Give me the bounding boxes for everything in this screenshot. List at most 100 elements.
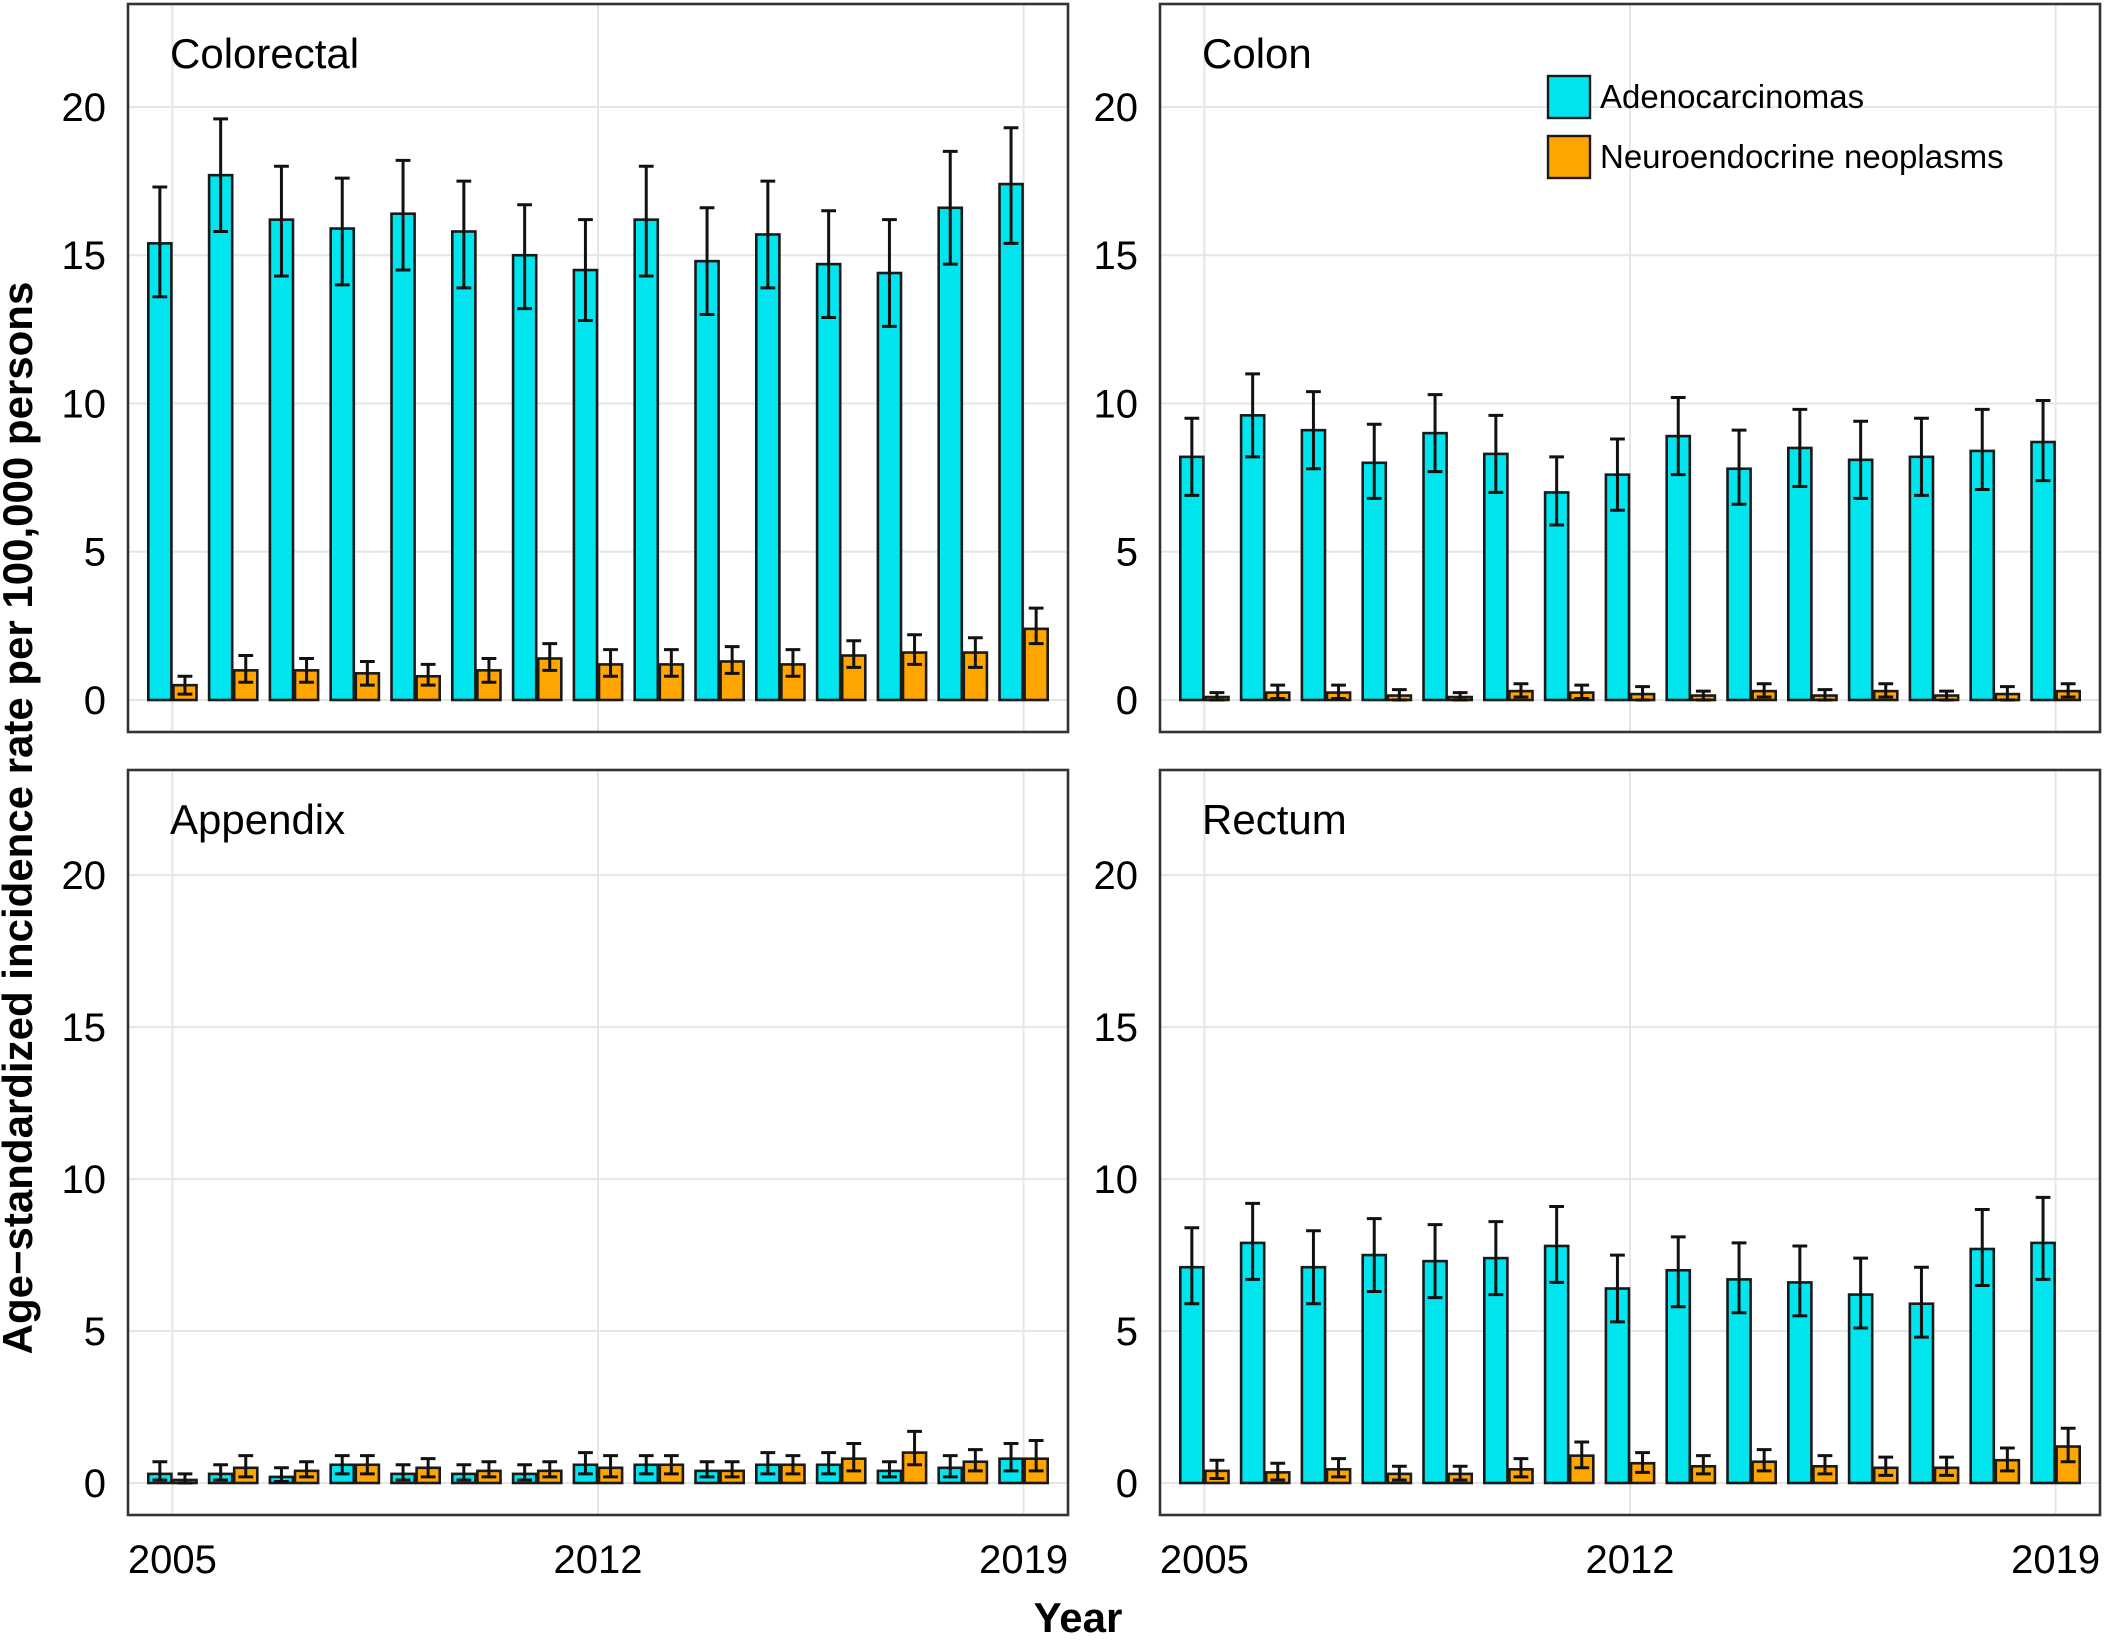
y-tick-label-rectum-15: 15 <box>1094 1006 1139 1050</box>
error-bar-appendix-adenocarcinomas-2005 <box>152 1460 168 1482</box>
error-bar-colon-neuroendocrine-neoplasms-2019 <box>2060 682 2076 699</box>
y-tick-label-rectum-10: 10 <box>1094 1158 1139 1202</box>
error-bar-appendix-neuroendocrine-neoplasms-2005 <box>177 1472 193 1485</box>
error-bar-rectum-neuroendocrine-neoplasms-2014 <box>1756 1448 1772 1473</box>
bar-colorectal-adenocarcinomas-2007 <box>268 218 295 702</box>
bar-colorectal-adenocarcinomas-2005 <box>146 242 173 702</box>
error-bar-appendix-adenocarcinomas-2014 <box>699 1460 715 1479</box>
error-bar-appendix-neuroendocrine-neoplasms-2012 <box>603 1454 618 1479</box>
error-bar-appendix-adenocarcinomas-2016 <box>821 1451 837 1476</box>
error-bar-colon-neuroendocrine-neoplasms-2009 <box>1452 691 1468 702</box>
bar-colorectal-adenocarcinomas-2014 <box>694 259 720 702</box>
panel-appendix: 0 5 10 15 20 Appendix 2005 2012 2019 <box>62 768 1070 1582</box>
error-bar-rectum-adenocarcinomas-2007 <box>1306 1229 1321 1306</box>
error-bar-colorectal-adenocarcinomas-2016 <box>821 209 837 319</box>
error-bar-rectum-neuroendocrine-neoplasms-2018 <box>1999 1446 2015 1473</box>
error-bar-appendix-neuroendocrine-neoplasms-2018 <box>967 1448 983 1473</box>
y-tick-label-colon-5: 5 <box>1116 531 1138 575</box>
error-bar-colorectal-neuroendocrine-neoplasms-2013 <box>663 648 679 678</box>
error-bar-colon-adenocarcinomas-2015 <box>1792 407 1808 489</box>
error-bar-rectum-adenocarcinomas-2016 <box>1853 1256 1869 1330</box>
x-tick-label-appendix-2005: 2005 <box>128 1538 217 1582</box>
y-tick-label-appendix-0: 0 <box>84 1462 106 1506</box>
error-bar-colon-adenocarcinomas-2018 <box>1974 407 1990 491</box>
error-bar-appendix-adenocarcinomas-2007 <box>274 1466 289 1483</box>
error-bar-colorectal-neuroendocrine-neoplasms-2019 <box>1028 606 1044 646</box>
bar-colorectal-adenocarcinomas-2008 <box>329 227 356 702</box>
bar-colorectal-adenocarcinomas-2012 <box>572 268 599 702</box>
y-tick-label-rectum-20: 20 <box>1094 854 1139 898</box>
y-axis-title: Age−standardized incidence rate per 100,… <box>0 282 41 1355</box>
error-bar-appendix-adenocarcinomas-2015 <box>760 1451 776 1476</box>
error-bar-rectum-adenocarcinomas-2010 <box>1488 1220 1504 1297</box>
error-bar-rectum-neuroendocrine-neoplasms-2009 <box>1452 1464 1468 1482</box>
error-bar-appendix-adenocarcinomas-2011 <box>517 1463 533 1482</box>
error-bar-colorectal-adenocarcinomas-2014 <box>699 206 715 317</box>
error-bar-appendix-neuroendocrine-neoplasms-2015 <box>785 1454 801 1476</box>
error-bar-colorectal-neuroendocrine-neoplasms-2006 <box>238 654 254 684</box>
error-bar-colon-neuroendocrine-neoplasms-2007 <box>1331 683 1346 701</box>
error-bar-rectum-adenocarcinomas-2013 <box>1670 1235 1686 1309</box>
legend: Adenocarcinomas Neuroendocrine neoplasms <box>1546 74 2004 180</box>
panel-border-colorectal <box>126 2 1070 734</box>
y-tick-label-appendix-5: 5 <box>84 1310 106 1354</box>
bar-colorectal-adenocarcinomas-2010 <box>450 230 477 702</box>
error-bar-rectum-adenocarcinomas-2018 <box>1974 1207 1990 1287</box>
error-bar-appendix-adenocarcinomas-2018 <box>942 1454 958 1479</box>
panel-border-appendix <box>126 768 1070 1517</box>
error-bar-rectum-neuroendocrine-neoplasms-2015 <box>1817 1454 1833 1476</box>
x-tick-label-rectum-2012: 2012 <box>1586 1538 1675 1582</box>
error-bar-colon-neuroendocrine-neoplasms-2013 <box>1695 689 1711 702</box>
error-bar-rectum-neuroendocrine-neoplasms-2012 <box>1635 1451 1650 1474</box>
panel-colon: 0 5 10 15 20 Colon <box>1094 2 2102 734</box>
bar-colorectal-adenocarcinomas-2017 <box>876 271 903 702</box>
error-bar-appendix-neuroendocrine-neoplasms-2006 <box>238 1454 254 1479</box>
y-tick-label-colon-20: 20 <box>1094 86 1139 130</box>
error-bar-rectum-adenocarcinomas-2017 <box>1914 1265 1929 1339</box>
y-tick-label-colon-0: 0 <box>1116 679 1138 723</box>
y-tick-label-colorectal-15: 15 <box>62 234 107 278</box>
error-bar-colon-neuroendocrine-neoplasms-2016 <box>1878 682 1894 699</box>
error-bar-colon-adenocarcinomas-2014 <box>1731 428 1747 506</box>
error-bar-appendix-neuroendocrine-neoplasms-2014 <box>724 1460 740 1479</box>
error-bar-rectum-neuroendocrine-neoplasms-2019 <box>2060 1426 2076 1464</box>
error-bar-rectum-neuroendocrine-neoplasms-2007 <box>1331 1457 1346 1479</box>
error-bar-colorectal-neuroendocrine-neoplasms-2008 <box>359 659 375 687</box>
error-bar-appendix-adenocarcinomas-2009 <box>395 1463 411 1482</box>
error-bar-colorectal-adenocarcinomas-2007 <box>274 164 289 278</box>
error-bar-colon-neuroendocrine-neoplasms-2018 <box>1999 685 2015 702</box>
error-bar-colon-adenocarcinomas-2009 <box>1427 393 1443 474</box>
error-bar-rectum-adenocarcinomas-2012 <box>1610 1253 1625 1324</box>
error-bar-rectum-adenocarcinomas-2009 <box>1427 1223 1443 1300</box>
x-tick-label-appendix-2019: 2019 <box>979 1538 1068 1582</box>
x-tick-label-appendix-2012: 2012 <box>554 1538 643 1582</box>
error-bar-colon-neuroendocrine-neoplasms-2017 <box>1939 689 1954 702</box>
bar-colorectal-adenocarcinomas-2011 <box>511 253 538 702</box>
error-bar-rectum-neuroendocrine-neoplasms-2017 <box>1939 1455 1954 1477</box>
error-bar-rectum-neuroendocrine-neoplasms-2005 <box>1209 1458 1225 1480</box>
error-bar-colon-adenocarcinomas-2019 <box>2035 399 2051 483</box>
y-tick-label-appendix-10: 10 <box>62 1158 107 1202</box>
error-bar-colorectal-neuroendocrine-neoplasms-2011 <box>542 642 558 672</box>
error-bar-colorectal-neuroendocrine-neoplasms-2009 <box>420 662 436 687</box>
error-bar-rectum-adenocarcinomas-2015 <box>1792 1244 1808 1318</box>
error-bar-colorectal-adenocarcinomas-2012 <box>578 218 593 322</box>
error-bar-rectum-adenocarcinomas-2005 <box>1184 1226 1200 1306</box>
error-bar-colorectal-neuroendocrine-neoplasms-2018 <box>967 636 983 669</box>
error-bar-colon-adenocarcinomas-2012 <box>1610 437 1625 512</box>
error-bar-appendix-adenocarcinomas-2013 <box>638 1454 654 1476</box>
panel-title-colon: Colon <box>1202 30 1312 77</box>
panel-border-rectum <box>1158 768 2102 1517</box>
error-bar-colorectal-adenocarcinomas-2006 <box>213 117 229 233</box>
panel-title-colorectal: Colorectal <box>170 30 359 77</box>
panel-colorectal: 0 5 10 15 20 Colorectal <box>62 2 1070 734</box>
error-bar-appendix-adenocarcinomas-2006 <box>213 1463 229 1482</box>
error-bar-colorectal-adenocarcinomas-2005 <box>152 185 168 299</box>
error-bar-colorectal-neuroendocrine-neoplasms-2015 <box>785 648 801 678</box>
error-bar-rectum-neuroendocrine-neoplasms-2011 <box>1574 1440 1590 1470</box>
error-bar-appendix-neuroendocrine-neoplasms-2013 <box>663 1454 679 1476</box>
error-bar-colon-neuroendocrine-neoplasms-2011 <box>1574 683 1590 701</box>
panel-rectum: 0 5 10 15 20 Rectum 2005 2012 2019 <box>1094 768 2102 1582</box>
error-bar-rectum-neuroendocrine-neoplasms-2016 <box>1878 1455 1894 1477</box>
